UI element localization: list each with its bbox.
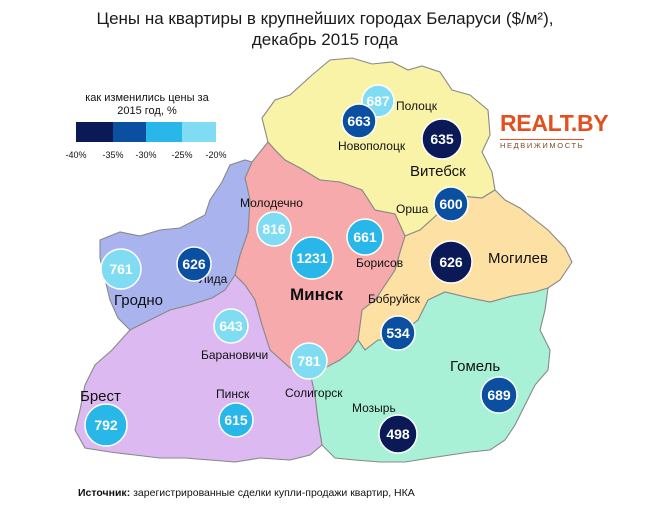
price-bubble-7: [378, 414, 418, 454]
price-value-2: 635: [430, 131, 454, 147]
city-label-pinsk: Пинск: [216, 387, 250, 401]
legend-swatch-3: [182, 122, 216, 142]
price-value-9: 1231: [296, 250, 327, 266]
region-label-minsk: Минск: [290, 285, 343, 304]
price-value-0: 687: [366, 93, 390, 109]
price-value-5: 534: [386, 325, 410, 341]
city-label-baranovichi: Барановичи: [201, 348, 268, 362]
price-bubble-2: [421, 118, 463, 160]
price-value-10: 661: [353, 229, 377, 245]
legend-swatch-1: [113, 122, 146, 142]
region-label-brest: Брест: [80, 388, 121, 405]
price-value-15: 615: [224, 412, 248, 428]
title-line-2: декабрь 2015 года: [251, 30, 399, 49]
city-label-mozyr: Мозырь: [352, 401, 396, 415]
legend-tick-2: -30%: [135, 150, 157, 160]
price-bubbles: 687 663 635 600 626 534 689 498 781 1231 661 816 626…: [84, 84, 518, 454]
price-value-8: 781: [297, 353, 321, 369]
title-line-1: Цены на квартиры в крупнейших городах Бе…: [96, 9, 554, 28]
price-bubble-8: [290, 342, 328, 380]
city-label-bobruisk: Бобруйск: [368, 292, 421, 306]
logo-sub: НЕДВИЖИМОСТЬ: [500, 139, 585, 150]
legend-label: как изменились цены за 2015 год, %: [62, 92, 232, 118]
price-bubble-11: [256, 211, 292, 247]
price-value-6: 689: [487, 387, 511, 403]
price-value-4: 626: [439, 254, 463, 270]
price-value-16: 792: [94, 417, 118, 433]
legend-tick-0: -40%: [65, 150, 87, 160]
price-bubble-6: [480, 376, 518, 414]
logo-main: REALT.BY: [500, 110, 609, 136]
price-bubble-15: [218, 402, 254, 438]
legend-label-line-2: 2015 год, %: [117, 105, 177, 117]
legend-bar: [76, 122, 216, 142]
city-label-novopolotsk: Новополоцк: [338, 139, 406, 153]
city-label-borisov: Борисов: [356, 256, 403, 270]
map-title: Цены на квартиры в крупнейших городах Бе…: [0, 8, 650, 50]
price-bubble-13: [100, 248, 142, 290]
price-bubble-14: [213, 308, 249, 344]
legend-tick-1: -35%: [102, 150, 124, 160]
region-label-gomel: Гомель: [450, 358, 500, 375]
legend-label-line-1: как изменились цены за: [85, 92, 209, 104]
price-bubble-9: [290, 236, 334, 280]
source-label: Источник:: [78, 487, 131, 499]
region-label-mogilev: Могилев: [488, 250, 548, 267]
price-value-14: 643: [219, 318, 243, 334]
price-bubble-1: [341, 103, 377, 139]
price-bubble-16: [84, 403, 128, 447]
source-text: зарегистрированные сделки купли-продажи …: [130, 487, 415, 499]
price-value-7: 498: [386, 426, 410, 442]
city-label-polotsk: Полоцк: [396, 99, 438, 113]
realt-by-logo: REALT.BY НЕДВИЖИМОСТЬ: [500, 111, 610, 153]
legend-tick-4: -20%: [205, 150, 227, 160]
price-value-1: 663: [347, 113, 371, 129]
price-value-12: 626: [182, 256, 206, 272]
city-label-soligorsk: Солигорск: [285, 386, 343, 400]
source-note: Источник: зарегистрированные сделки купл…: [78, 487, 415, 499]
region-label-grodno: Гродно: [114, 292, 163, 309]
price-bubble-12: [176, 246, 212, 282]
price-value-3: 600: [439, 196, 463, 212]
price-bubble-3: [433, 186, 469, 222]
city-label-orsha: Орша: [396, 202, 429, 216]
price-value-13: 761: [109, 261, 133, 277]
price-bubble-10: [346, 218, 384, 256]
legend-swatch-2: [146, 122, 182, 142]
legend-tick-3: -25%: [171, 150, 193, 160]
price-bubble-4: [429, 240, 473, 284]
city-label-molodechno: Молодечно: [240, 196, 303, 210]
price-value-11: 816: [262, 221, 286, 237]
city-labels: Полоцк Новополоцк Витебск Орша Могилев Б…: [80, 99, 548, 415]
legend-swatch-0: [76, 122, 113, 142]
price-bubble-5: [380, 315, 416, 351]
region-label-vitebsk: Витебск: [410, 163, 466, 180]
